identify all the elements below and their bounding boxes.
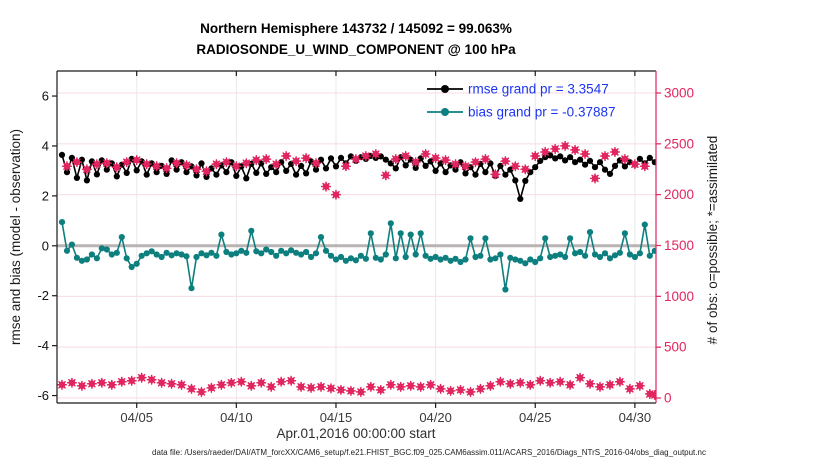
- right-tick-label: 2000: [664, 187, 694, 202]
- right-tick-label: 3000: [664, 85, 694, 100]
- left-axis-label: rmse and bias (model - observation): [8, 129, 23, 345]
- x-axis-label: Apr.01,2016 00:00:00 start: [276, 426, 435, 441]
- right-tick-label: 500: [664, 340, 687, 355]
- data-layer: [57, 140, 656, 400]
- legend-rmse-marker: [441, 85, 449, 93]
- left-tick-label: 6: [42, 89, 49, 104]
- right-tick-label: 2500: [664, 136, 694, 151]
- x-tick-label: 04/15: [320, 410, 353, 425]
- gridlines: [57, 71, 656, 403]
- x-tick-label: 04/05: [120, 410, 153, 425]
- plot-area: 04/05 04/10 04/15 04/20 04/25 04/30 -6 -4 -2 0 2 4 6…: [37, 70, 694, 425]
- right-tick-label: 1000: [664, 289, 694, 304]
- legend-item-bias: bias grand pr = -0.37887: [427, 105, 615, 120]
- series-bias: [58, 219, 656, 293]
- left-tick-label: 4: [42, 138, 49, 153]
- series-obs_count: [57, 140, 656, 400]
- x-tick-label: 04/30: [619, 410, 652, 425]
- legend: rmse grand pr = 3.3547 bias grand pr = -…: [427, 82, 615, 120]
- axes-box: [56, 70, 657, 404]
- legend-rmse-label: rmse grand pr = 3.3547: [468, 82, 609, 97]
- left-tick-label: -6: [37, 388, 49, 403]
- x-tick-label: 04/10: [220, 410, 253, 425]
- left-tick-label: 2: [42, 188, 49, 203]
- chart-title-line1: Northern Hemisphere 143732 / 145092 = 99…: [200, 21, 512, 36]
- axis-ticks: 04/05 04/10 04/15 04/20 04/25 04/30 -6 -4 -2 0 2 4 6…: [37, 71, 694, 425]
- legend-bias-label: bias grand pr = -0.37887: [468, 105, 615, 120]
- left-tick-label: -4: [37, 338, 49, 353]
- chart-title-line2: RADIOSONDE_U_WIND_COMPONENT @ 100 hPa: [196, 42, 516, 57]
- legend-item-rmse: rmse grand pr = 3.3547: [427, 82, 609, 97]
- right-tick-label: 1500: [664, 238, 694, 253]
- left-tick-label: 0: [42, 238, 49, 253]
- data-file-footer: data file: /Users/raeder/DAI/ATM_forcXX/…: [152, 448, 706, 457]
- x-tick-label: 04/20: [419, 410, 452, 425]
- right-tick-label: 0: [664, 391, 672, 406]
- x-tick-label: 04/25: [519, 410, 552, 425]
- left-tick-label: -2: [37, 288, 49, 303]
- right-axis-label: # of obs: o=possible; *=assimilated: [705, 136, 720, 345]
- legend-bias-marker: [441, 108, 449, 116]
